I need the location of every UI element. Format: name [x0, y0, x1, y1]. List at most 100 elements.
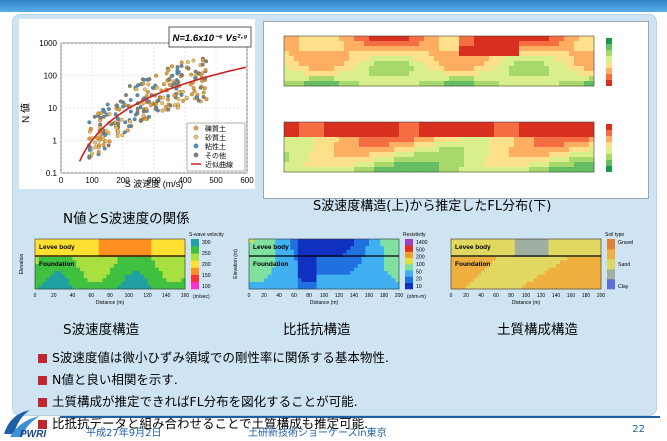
section-cell [559, 260, 564, 265]
section-cell [181, 253, 186, 258]
section-cell [299, 147, 305, 153]
section-cell [372, 239, 377, 243]
section-cell [537, 246, 542, 250]
footer-date: 平成27年9月2日 [86, 428, 162, 439]
section-cell [548, 264, 553, 268]
section-cell [484, 81, 490, 87]
section-cell [324, 246, 328, 250]
section-cell [449, 76, 455, 82]
section-cell [389, 147, 395, 153]
section-cell [294, 260, 298, 265]
section-cell [544, 274, 549, 279]
section-cell [379, 51, 385, 57]
section-cell [507, 242, 512, 247]
data-point [172, 93, 177, 98]
section-cell [524, 61, 530, 67]
section-cell [297, 246, 302, 250]
section-cell [324, 167, 330, 173]
section-cell [579, 152, 585, 158]
section-cell [284, 167, 290, 173]
section-cell [125, 281, 129, 286]
section-cell [429, 127, 435, 133]
section-cell [544, 162, 550, 168]
section-cell [374, 81, 380, 87]
section-cell [125, 285, 129, 290]
section-cell [304, 76, 310, 82]
section-cell [354, 147, 360, 153]
section-cell [454, 36, 460, 42]
section-cell [312, 274, 317, 279]
section-cell [349, 152, 355, 158]
section-cell [454, 147, 460, 153]
section-cell [424, 152, 430, 158]
section-cell [372, 260, 377, 265]
section-cell [299, 36, 305, 42]
data-point [115, 134, 120, 139]
section-cell [151, 239, 156, 243]
section-cell [57, 253, 62, 258]
section-cell [53, 281, 58, 286]
section-cell [548, 256, 553, 261]
section-cell [454, 51, 460, 57]
section-cell [299, 71, 305, 77]
section-cell [256, 267, 261, 272]
section-cell [380, 249, 385, 254]
section-cell [509, 142, 515, 148]
section-cell [499, 76, 505, 82]
x-tick-label: 140 [162, 293, 171, 299]
section-cell [444, 167, 450, 173]
section-cell [53, 246, 58, 250]
section-cell [279, 249, 283, 254]
section-cell [584, 36, 590, 42]
section-cell [260, 281, 265, 286]
section-cell [522, 256, 527, 261]
section-cell [151, 249, 156, 254]
section-cell [552, 256, 557, 261]
section-cell [309, 61, 315, 67]
section-cell [319, 167, 325, 173]
section-cell [57, 260, 62, 265]
section-cell [419, 41, 425, 47]
section-cell [579, 127, 585, 133]
section-cell [589, 256, 594, 261]
section-cell [334, 66, 340, 72]
section-cell [320, 271, 325, 275]
section-cell [511, 285, 515, 290]
section-cell [569, 142, 575, 148]
section-cell [384, 239, 388, 243]
section-cell [414, 76, 420, 82]
section-cell [554, 41, 560, 47]
section-cell [533, 278, 538, 283]
section-cell [316, 274, 321, 279]
section-cell [526, 249, 530, 254]
section-cell [514, 167, 520, 173]
section-cell [404, 36, 410, 42]
section-cell [76, 271, 81, 275]
section-cell [331, 260, 336, 265]
colorbar-title: Soil type [605, 232, 624, 238]
section-cell [524, 81, 530, 87]
section-cell [409, 147, 415, 153]
section-cell [98, 264, 103, 268]
section-cell [469, 76, 475, 82]
section-cell [564, 41, 570, 47]
section-cell [559, 271, 564, 275]
section-cell [98, 285, 103, 290]
section-cell [473, 274, 478, 279]
section-cell [384, 147, 390, 153]
section-cell [98, 246, 103, 250]
data-point [141, 81, 146, 86]
section-cell [544, 81, 550, 87]
section-cell [488, 260, 493, 265]
section-cell [324, 271, 328, 275]
section-cell [529, 152, 535, 158]
section-cell [574, 264, 579, 268]
section-cell [578, 274, 583, 279]
section-cell [324, 285, 328, 290]
data-point [155, 85, 160, 90]
section-cell [121, 264, 126, 268]
section-cell [524, 76, 530, 82]
section-cell [359, 46, 365, 52]
bullet-marker-icon [38, 398, 47, 407]
